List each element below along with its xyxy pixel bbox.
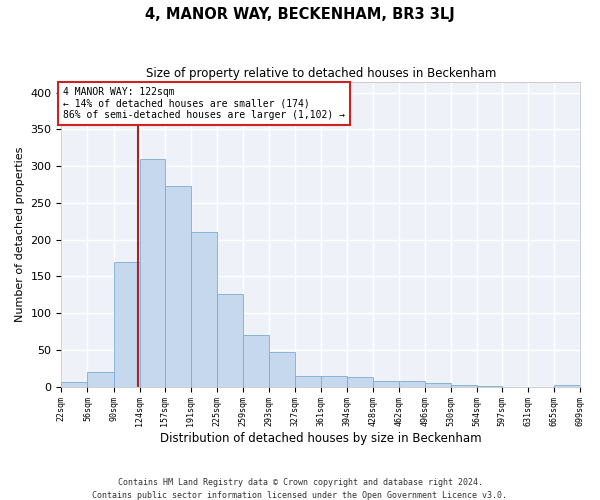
Bar [140, 159, 165, 386]
X-axis label: Distribution of detached houses by size in Beckenham: Distribution of detached houses by size … [160, 432, 482, 445]
Bar [88, 372, 113, 386]
Bar [191, 232, 217, 386]
Text: 4, MANOR WAY, BECKENHAM, BR3 3LJ: 4, MANOR WAY, BECKENHAM, BR3 3LJ [145, 8, 455, 22]
Bar [243, 334, 269, 386]
Bar [373, 381, 399, 386]
Bar [295, 376, 322, 386]
Bar [269, 352, 295, 386]
Text: Contains HM Land Registry data © Crown copyright and database right 2024.
Contai: Contains HM Land Registry data © Crown c… [92, 478, 508, 500]
Bar [165, 186, 191, 386]
Text: 4 MANOR WAY: 122sqm
← 14% of detached houses are smaller (174)
86% of semi-detac: 4 MANOR WAY: 122sqm ← 14% of detached ho… [63, 87, 345, 120]
Bar [399, 381, 425, 386]
Bar [322, 376, 347, 386]
Bar [217, 294, 243, 386]
Bar [425, 383, 451, 386]
Bar [347, 377, 373, 386]
Bar [113, 262, 140, 386]
Title: Size of property relative to detached houses in Beckenham: Size of property relative to detached ho… [146, 68, 496, 80]
Y-axis label: Number of detached properties: Number of detached properties [15, 146, 25, 322]
Bar [61, 382, 88, 386]
